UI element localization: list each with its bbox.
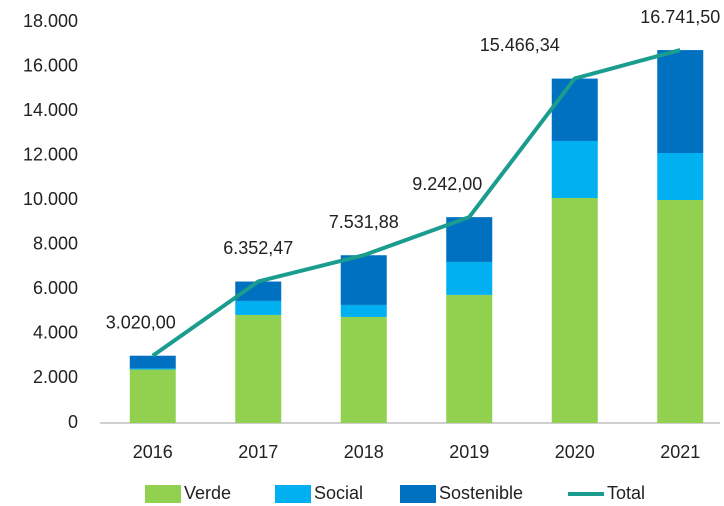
bar-segment bbox=[129, 355, 176, 369]
bar-segment bbox=[551, 78, 598, 141]
legend-label: Verde bbox=[184, 483, 231, 503]
y-tick-label: 14.000 bbox=[23, 100, 78, 120]
data-label: 3.020,00 bbox=[106, 312, 176, 332]
bar-segment bbox=[340, 255, 387, 305]
bar-segment bbox=[235, 300, 282, 315]
legend-swatch bbox=[275, 485, 311, 503]
y-tick-label: 4.000 bbox=[33, 323, 78, 343]
y-tick-label: 16.000 bbox=[23, 55, 78, 75]
bar-segment bbox=[129, 368, 176, 370]
legend-label: Sostenible bbox=[439, 483, 523, 503]
y-tick-label: 0 bbox=[68, 412, 78, 432]
x-tick-label: 2016 bbox=[133, 442, 173, 462]
bar-segment bbox=[551, 197, 598, 423]
x-tick-label: 2019 bbox=[449, 442, 489, 462]
data-label: 15.466,34 bbox=[480, 35, 560, 55]
data-label: 16.741,50 bbox=[640, 7, 720, 27]
y-tick-label: 12.000 bbox=[23, 144, 78, 164]
bar-segment bbox=[657, 50, 704, 153]
y-tick-label: 10.000 bbox=[23, 189, 78, 209]
data-label: 6.352,47 bbox=[223, 238, 293, 258]
bar-segment bbox=[340, 304, 387, 317]
y-tick-label: 6.000 bbox=[33, 278, 78, 298]
legend-label: Social bbox=[314, 483, 363, 503]
bar-segment bbox=[446, 294, 493, 423]
y-tick-label: 2.000 bbox=[33, 367, 78, 387]
bar-segment bbox=[657, 152, 704, 200]
bar-segment bbox=[446, 261, 493, 295]
bar-segment bbox=[551, 140, 598, 198]
bar-segment bbox=[340, 316, 387, 423]
bar-segment bbox=[235, 314, 282, 423]
x-tick-label: 2017 bbox=[238, 442, 278, 462]
legend-swatch bbox=[145, 485, 181, 503]
x-tick-label: 2020 bbox=[555, 442, 595, 462]
x-tick-label: 2021 bbox=[660, 442, 700, 462]
x-tick-label: 2018 bbox=[344, 442, 384, 462]
y-tick-label: 8.000 bbox=[33, 234, 78, 254]
bar-segment bbox=[657, 199, 704, 423]
y-tick-label: 18.000 bbox=[23, 11, 78, 31]
total-line bbox=[151, 48, 681, 358]
legend-swatch bbox=[400, 485, 436, 503]
data-label: 7.531,88 bbox=[329, 212, 399, 232]
legend-label: Total bbox=[607, 483, 645, 503]
bar-segment bbox=[129, 369, 176, 423]
bar-segment bbox=[235, 281, 282, 301]
data-label: 9.242,00 bbox=[412, 174, 482, 194]
